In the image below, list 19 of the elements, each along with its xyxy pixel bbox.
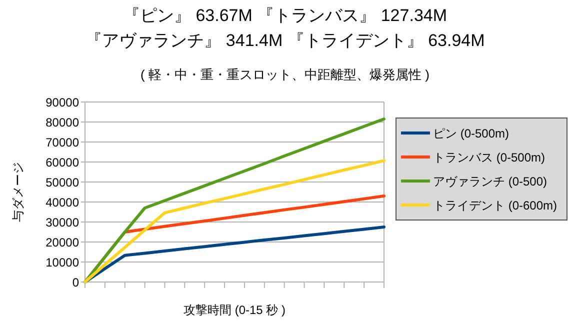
ytick: 10000 [46, 256, 79, 270]
ylabel: 与ダメージ [11, 162, 25, 222]
legend-label: トライデント (0-600m) [433, 198, 558, 212]
ytick: 50000 [46, 176, 79, 190]
legend-label: トランバス (0-500m) [433, 150, 546, 164]
ytick: 80000 [46, 116, 79, 130]
ytick: 70000 [46, 136, 79, 150]
title: 『アヴァランチ』 341.4M 『トライデント』 63.94M [85, 31, 485, 50]
subtitle: ( 軽・中・重・重スロット、中距離型、爆発属性 ) [140, 67, 430, 82]
ytick: 0 [72, 276, 79, 290]
legend-label: ピン (0-500m) [433, 126, 510, 140]
ytick: 90000 [46, 96, 79, 110]
ytick: 40000 [46, 196, 79, 210]
title: 『ピン』 63.67M 『トランバス』 127.34M [122, 6, 448, 25]
legend-label: アヴァランチ (0-500) [433, 174, 548, 188]
ytick: 60000 [46, 156, 79, 170]
xlabel: 攻撃時間 (0-15 秒 ) [184, 303, 286, 317]
ytick: 30000 [46, 216, 79, 230]
ytick: 20000 [46, 236, 79, 250]
